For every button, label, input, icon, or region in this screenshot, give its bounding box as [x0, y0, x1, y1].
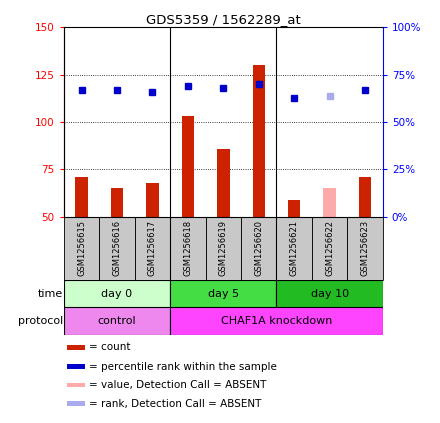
Text: day 0: day 0 [101, 288, 132, 299]
Text: GSM1256620: GSM1256620 [254, 220, 263, 276]
Text: = rank, Detection Call = ABSENT: = rank, Detection Call = ABSENT [89, 398, 262, 409]
Text: = value, Detection Call = ABSENT: = value, Detection Call = ABSENT [89, 380, 267, 390]
Bar [276, 217, 312, 280]
Bar [64, 280, 170, 307]
Text: control: control [98, 316, 136, 326]
Bar [276, 280, 383, 307]
Bar [64, 217, 99, 280]
Bar [217, 148, 230, 217]
Text: = percentile rank within the sample: = percentile rank within the sample [89, 362, 277, 371]
Text: time: time [38, 288, 63, 299]
Text: GSM1256618: GSM1256618 [183, 220, 192, 276]
Text: protocol: protocol [18, 316, 63, 326]
Bar [67, 401, 84, 406]
Text: CHAF1A knockdown: CHAF1A knockdown [221, 316, 332, 326]
Bar [241, 217, 276, 280]
Bar [288, 200, 301, 217]
Bar [64, 307, 170, 335]
Text: = count: = count [89, 342, 131, 352]
Text: GSM1256617: GSM1256617 [148, 220, 157, 276]
Text: GSM1256619: GSM1256619 [219, 220, 228, 276]
Text: GSM1256616: GSM1256616 [113, 220, 121, 276]
Bar [135, 217, 170, 280]
Text: GSM1256622: GSM1256622 [325, 220, 334, 276]
Bar [67, 364, 84, 369]
Bar [146, 183, 158, 217]
Text: GSM1256621: GSM1256621 [290, 220, 299, 276]
Bar [170, 217, 205, 280]
Bar [67, 383, 84, 387]
Bar [347, 217, 383, 280]
Bar [75, 177, 88, 217]
Bar [67, 345, 84, 349]
Bar [170, 307, 383, 335]
Bar [205, 217, 241, 280]
Text: day 10: day 10 [311, 288, 348, 299]
Bar [359, 177, 371, 217]
Text: GSM1256615: GSM1256615 [77, 220, 86, 276]
Bar [253, 66, 265, 217]
Bar [99, 217, 135, 280]
Bar [182, 116, 194, 217]
Text: day 5: day 5 [208, 288, 239, 299]
Bar [323, 188, 336, 217]
Bar [111, 188, 123, 217]
Bar [170, 280, 276, 307]
Text: GSM1256623: GSM1256623 [360, 220, 370, 276]
Bar [312, 217, 347, 280]
Title: GDS5359 / 1562289_at: GDS5359 / 1562289_at [146, 14, 301, 26]
